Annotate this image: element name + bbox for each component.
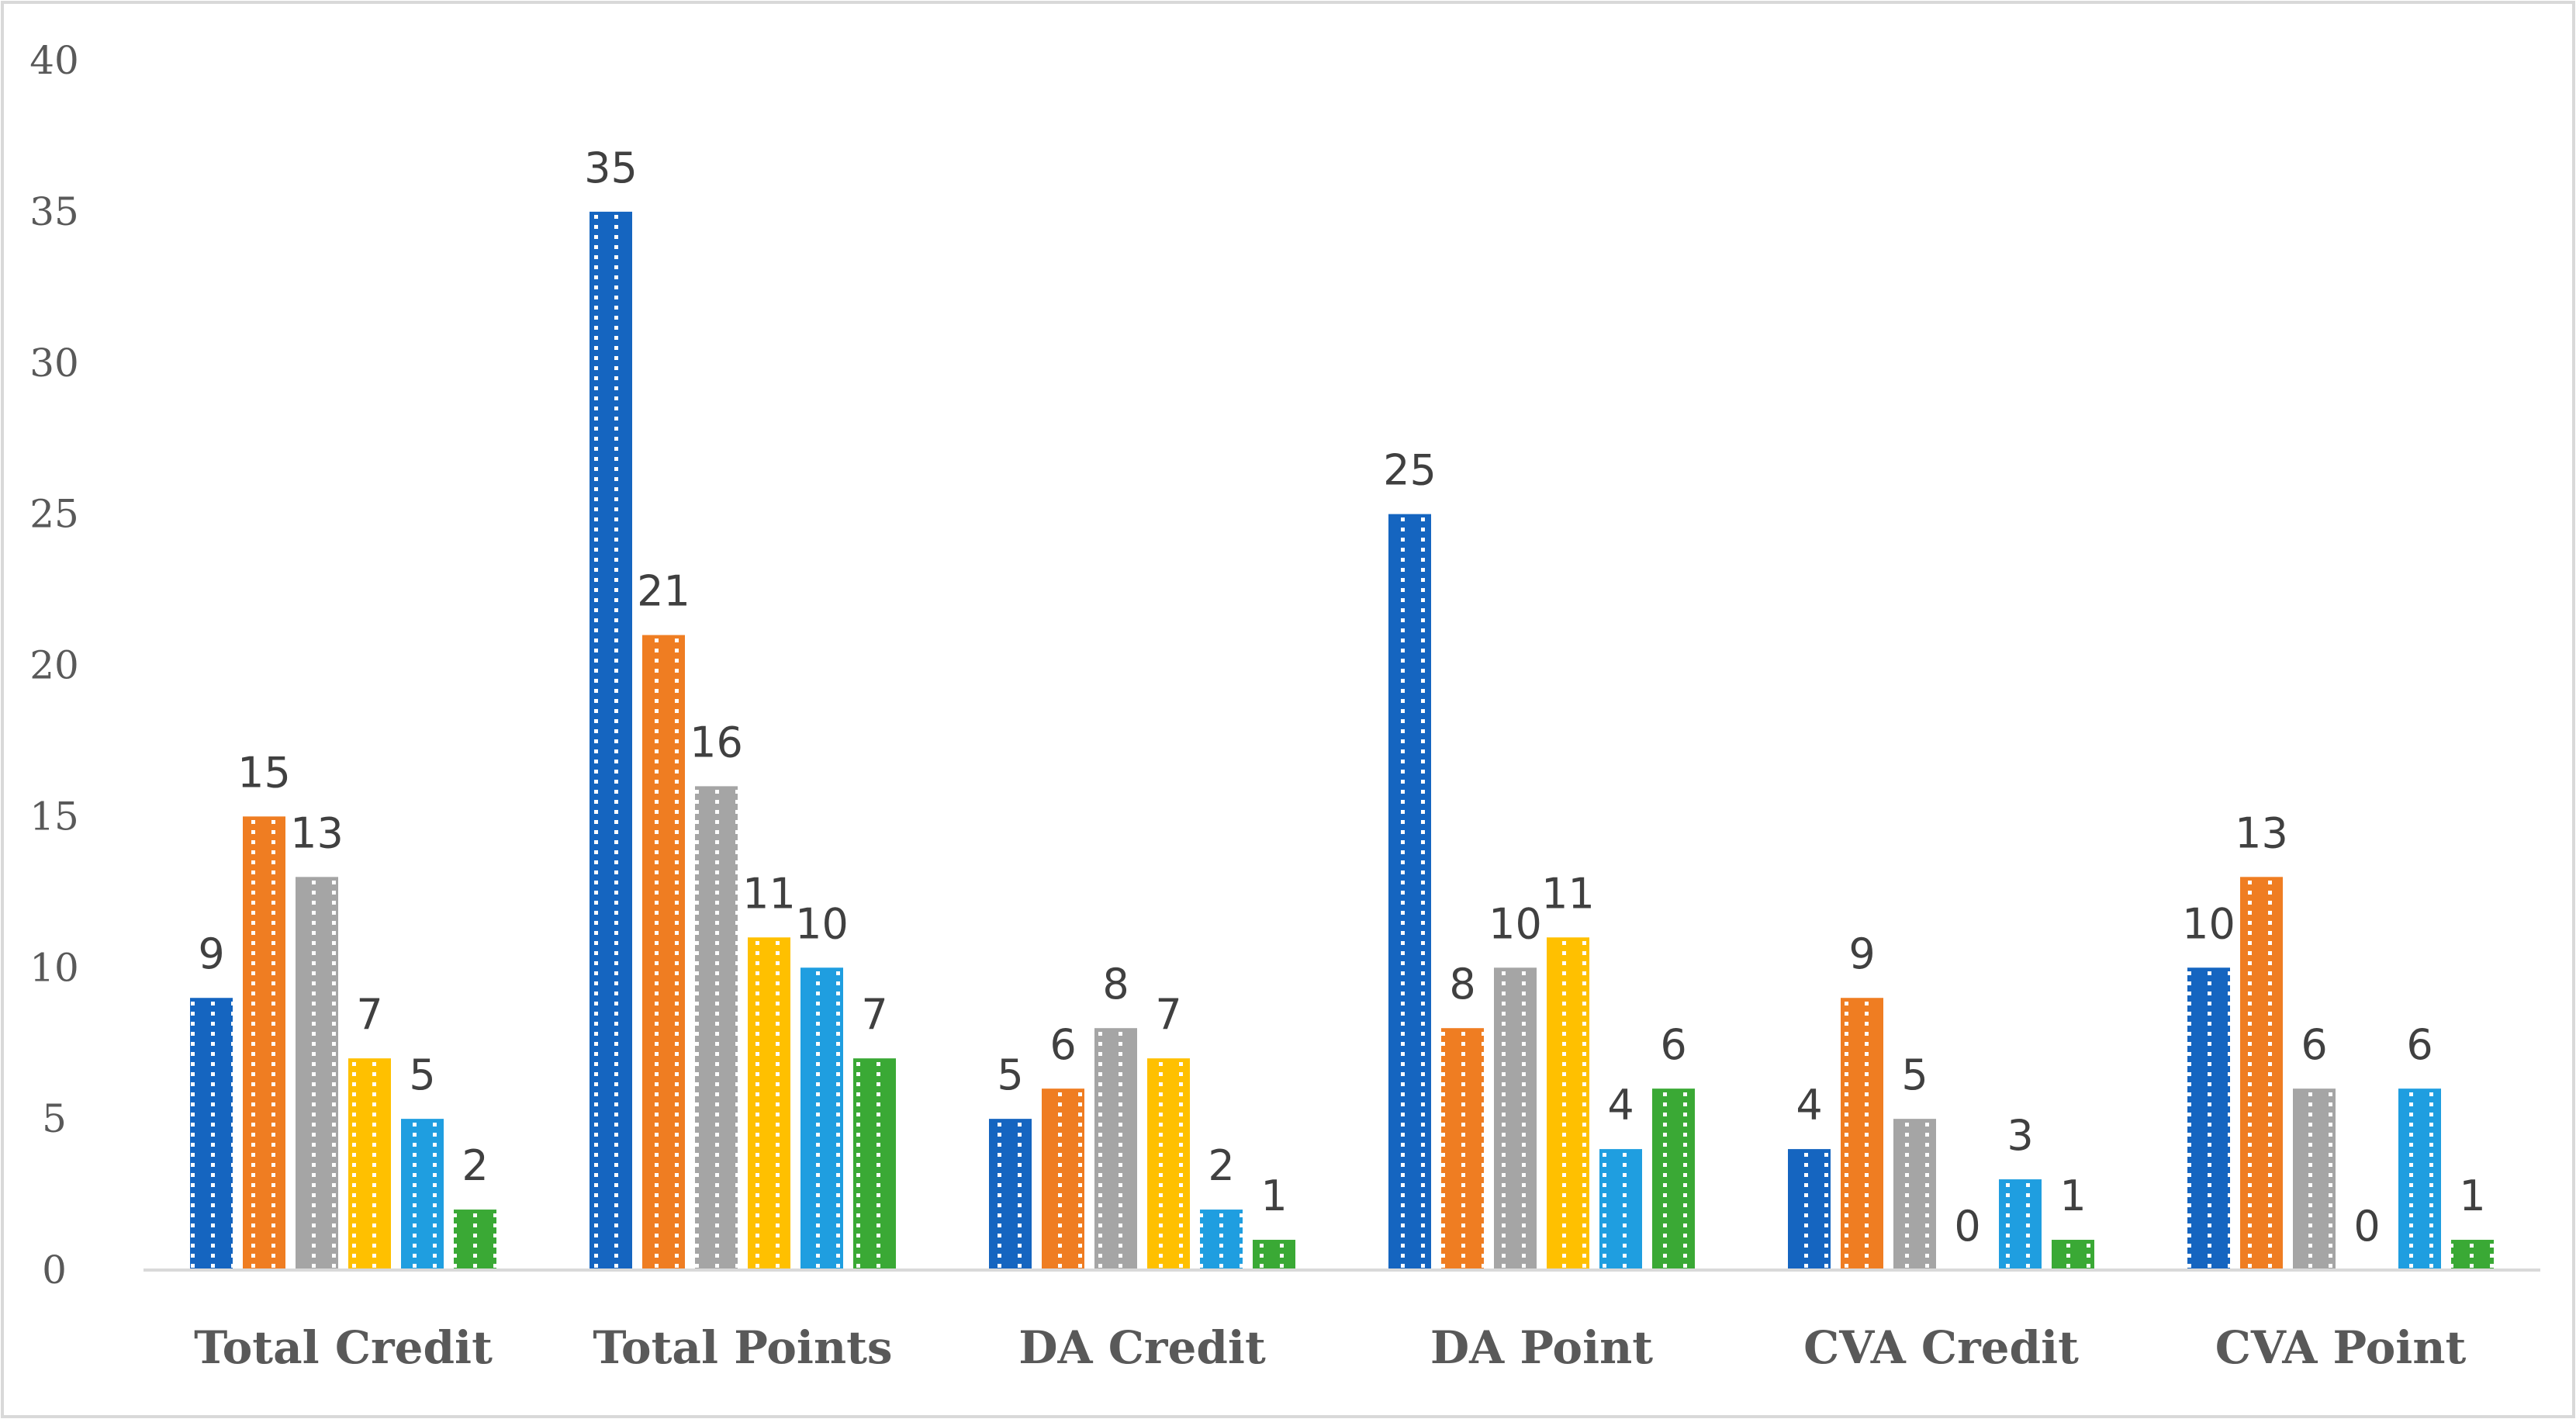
bar (2293, 1088, 2336, 1270)
data-label: 21 (637, 567, 690, 616)
bar (401, 1119, 444, 1270)
x-tick-label: DA Point (1430, 1321, 1653, 1374)
y-tick-label: 5 (42, 1096, 67, 1141)
data-label: 4 (1607, 1081, 1634, 1130)
bar (590, 211, 632, 1270)
data-label: 9 (198, 929, 224, 978)
bar (1253, 1240, 1295, 1270)
data-label: 6 (1660, 1020, 1686, 1069)
data-label: 11 (742, 869, 796, 918)
bar (2052, 1240, 2094, 1270)
x-axis: Total Credit Total Points DA Credit DA Poin… (194, 1321, 2466, 1374)
bar (695, 786, 738, 1270)
y-tick-label: 20 (29, 643, 79, 688)
data-label: 10 (2182, 899, 2235, 948)
bar (989, 1119, 1032, 1270)
data-label: 35 (584, 144, 638, 192)
bar (1200, 1210, 1243, 1270)
bar (748, 937, 790, 1270)
data-label: 5 (409, 1050, 435, 1099)
bar (1652, 1088, 1695, 1270)
data-label: 13 (2235, 808, 2288, 857)
data-label: 5 (997, 1050, 1023, 1099)
x-tick-label: DA Credit (1018, 1321, 1266, 1374)
data-label: 13 (290, 808, 344, 857)
data-label: 7 (356, 990, 382, 1039)
data-label: 7 (861, 990, 887, 1039)
y-tick-label: 25 (29, 492, 79, 537)
bar (2187, 967, 2230, 1270)
bar (1147, 1058, 1190, 1270)
bar (1094, 1028, 1137, 1270)
bar (1388, 514, 1431, 1270)
bar (1599, 1149, 1642, 1270)
data-label: 1 (2459, 1172, 2485, 1220)
bar (642, 635, 685, 1270)
y-tick-label: 0 (42, 1248, 67, 1293)
y-tick-label: 15 (29, 794, 79, 839)
data-label: 25 (1383, 446, 1437, 495)
x-tick-label: CVA Credit (1803, 1321, 2079, 1374)
x-tick-label: Total Points (593, 1321, 892, 1374)
x-tick-label: CVA Point (2215, 1321, 2467, 1374)
bar (1547, 937, 1589, 1270)
data-label: 3 (2007, 1111, 2033, 1160)
y-tick-label: 35 (29, 189, 79, 234)
y-tick-label: 30 (29, 341, 79, 386)
data-label: 5 (1901, 1050, 1928, 1099)
data-label: 6 (2406, 1020, 2433, 1069)
bar (1788, 1149, 1831, 1270)
bar (2240, 877, 2283, 1270)
bar (1893, 1119, 1936, 1270)
bar (296, 877, 338, 1270)
data-label: 7 (1155, 990, 1181, 1039)
y-tick-label: 10 (29, 945, 79, 990)
data-label: 15 (237, 748, 291, 797)
bar (454, 1210, 496, 1270)
x-tick-label: Total Credit (194, 1321, 493, 1374)
bar (190, 998, 233, 1270)
bar (1999, 1179, 2042, 1270)
data-label: 10 (795, 899, 849, 948)
data-label: 8 (1102, 960, 1129, 1009)
data-label: 8 (1449, 960, 1475, 1009)
bar (1042, 1088, 1084, 1270)
data-label: 16 (690, 718, 743, 767)
bar (2451, 1240, 2494, 1270)
data-label: 11 (1541, 869, 1595, 918)
bar (1441, 1028, 1484, 1270)
data-label: 4 (1796, 1081, 1822, 1130)
data-label: 1 (1260, 1172, 1287, 1220)
data-label: 6 (1049, 1020, 1076, 1069)
bar (1494, 967, 1537, 1270)
data-label: 2 (1208, 1141, 1234, 1190)
y-axis: 0 5 10 15 20 25 30 35 40 (29, 38, 79, 1293)
bars (190, 211, 2494, 1270)
data-label: 10 (1489, 899, 1542, 948)
bar (243, 816, 285, 1270)
bar (348, 1058, 391, 1270)
data-labels: 9151375235211611107568721258101146495031… (198, 144, 2485, 1251)
data-label: 6 (2301, 1020, 2327, 1069)
data-label: 1 (2059, 1172, 2086, 1220)
data-label: 9 (1848, 929, 1875, 978)
data-label: 0 (2353, 1202, 2380, 1251)
bar (1841, 998, 1883, 1270)
bar (2398, 1088, 2441, 1270)
data-label: 2 (462, 1141, 488, 1190)
bar (853, 1058, 896, 1270)
bar (800, 967, 843, 1270)
data-label: 0 (1954, 1202, 1980, 1251)
y-tick-label: 40 (29, 38, 79, 83)
